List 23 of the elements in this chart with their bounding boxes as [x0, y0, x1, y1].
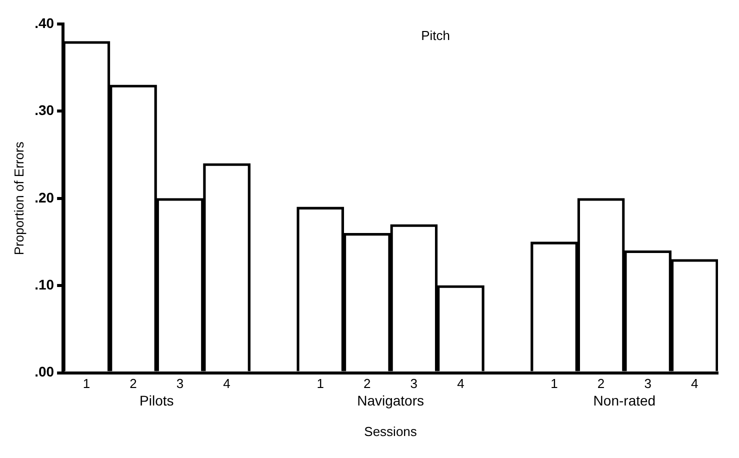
y-tick-label: .20: [34, 189, 54, 206]
text: Non-rated: [593, 392, 656, 409]
x-tick-label: 2: [364, 376, 371, 392]
y-tick-label: .00: [34, 364, 54, 380]
x-tick-label: 3: [410, 376, 418, 392]
x-tick-label: 4: [690, 376, 698, 392]
y-axis-title: Proportion of Errors: [11, 141, 26, 256]
x-tick-label: 4: [457, 376, 464, 392]
y-tick-label: .10: [34, 276, 54, 292]
x-tick-label: 4: [223, 376, 230, 392]
x-tick-label: 1: [316, 376, 324, 392]
x-tick-label: 3: [644, 376, 652, 392]
y-tick-label: .40: [34, 14, 54, 31]
x-tick-label: 2: [597, 376, 605, 392]
text: Navigators: [357, 392, 424, 409]
x-tick-label: 2: [130, 376, 137, 392]
x-axis-title: Sessions: [364, 424, 418, 439]
x-tick-label: 1: [82, 376, 90, 392]
x-tick-label: 3: [176, 376, 184, 392]
chart-title: Pitch: [421, 28, 450, 44]
x-tick-label: 1: [550, 376, 558, 392]
y-tick-label: .30: [34, 102, 54, 118]
text: Pilots: [140, 392, 174, 409]
